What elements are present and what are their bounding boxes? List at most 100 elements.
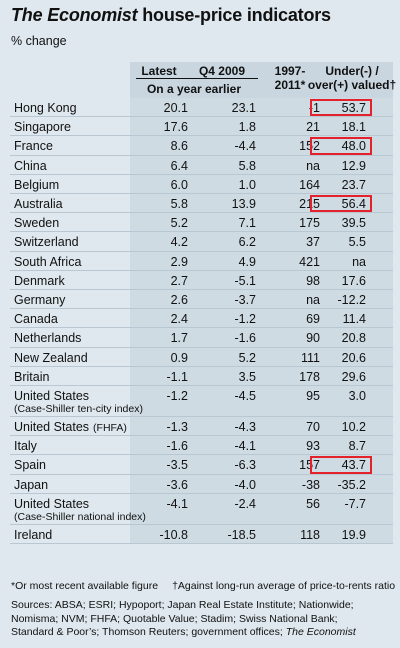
header-q4-2009: Q4 2009 (198, 64, 246, 78)
row-separator (10, 327, 393, 329)
row-separator (10, 385, 393, 386)
table-row: Italy -1.6 -4.1 93 8.7 (10, 436, 393, 455)
table-row: Japan -3.6 -4.0 -38 -35.2 (10, 475, 393, 494)
valuation-value: 19.9 (341, 527, 366, 542)
row-separator (10, 543, 393, 544)
row-separator (10, 231, 393, 233)
country-label: New Zealand (14, 351, 88, 365)
country-label: Italy (14, 439, 37, 453)
country-label: Switzerland (14, 235, 79, 249)
valuation-value: 11.4 (342, 312, 366, 327)
country-name: Italy (14, 439, 37, 454)
table-row: Singapore 17.6 1.8 21 18.1 (10, 117, 393, 136)
row-separator (10, 135, 393, 137)
latest-value: 5.2 (170, 216, 188, 231)
chart-subtitle: % change (11, 34, 67, 48)
valuation-value: 8.7 (348, 439, 366, 454)
country-name: Hong Kong (14, 101, 77, 115)
country-name: United States (14, 420, 90, 434)
valuation-value: 29.6 (341, 369, 366, 384)
latest-value: -1.3 (166, 420, 188, 434)
q4-2009-value: -2.4 (234, 496, 256, 511)
header-band (130, 62, 393, 98)
country-label: Canada (14, 312, 58, 326)
table-row: Spain -3.5 -6.3 157 43.7 (10, 455, 393, 474)
row-separator (10, 346, 393, 348)
row-separator (10, 492, 393, 494)
q4-2009-value: 23.1 (231, 101, 256, 115)
table-row: United States (FHFA) -1.3 -4.3 70 10.2 (10, 417, 393, 436)
latest-value: -1.6 (166, 439, 188, 454)
row-separator (10, 193, 393, 194)
country-name: Germany (14, 293, 66, 307)
table-row: South Africa 2.9 4.9 421 na (10, 252, 393, 271)
table-row: Denmark 2.7 -5.1 98 17.6 (10, 271, 393, 290)
country-label: Japan (14, 478, 48, 492)
country-name: Canada (14, 312, 58, 327)
header-valued: Under(-) / over(+) valued† (306, 64, 398, 92)
header-year-earlier: On a year earlier (146, 82, 242, 96)
footnote-sources: Sources: ABSA; ESRI; Hypoport; Japan Rea… (11, 599, 356, 640)
country-label: United States (Case-Shiller ten-city inde… (14, 389, 143, 415)
table-row: United States (Case-Shiller ten-city inde… (10, 386, 393, 417)
header-period: 1997- 2011* (262, 64, 318, 92)
since-1997-value: 178 (299, 369, 320, 384)
since-1997-value: 157 (299, 458, 320, 473)
q4-2009-value: -4.0 (234, 477, 256, 492)
valuation-value: -12.2 (337, 293, 367, 307)
table-row: China 6.4 5.8 na 12.9 (10, 156, 393, 175)
header-period-line1: 1997- (274, 64, 306, 78)
country-name: Sweden (14, 216, 60, 231)
row-separator (10, 289, 393, 290)
row-separator (10, 365, 393, 367)
table-row: Britain -1.1 3.5 178 29.6 (10, 367, 393, 386)
country-name: Switzerland (14, 235, 79, 250)
q4-2009-value: 13.9 (231, 197, 256, 211)
since-1997-value: 118 (300, 527, 320, 542)
table-row: Australia 5.8 13.9 215 56.4 (10, 194, 393, 213)
header-valued-line2: over(+) valued† (307, 78, 397, 92)
country-name: China (14, 158, 47, 173)
highlight-box (310, 456, 372, 474)
valuation-value: 3.0 (348, 389, 366, 403)
since-1997-value: 111 (300, 350, 320, 365)
q4-2009-value: 1.0 (238, 177, 256, 192)
country-name: United States (14, 496, 90, 511)
since-1997-value: 90 (306, 331, 320, 346)
row-separator (10, 154, 393, 156)
since-1997-value: -38 (301, 477, 320, 492)
highlight-box (310, 99, 372, 117)
q4-2009-value: -1.6 (234, 331, 256, 346)
latest-value: -1.2 (166, 389, 188, 403)
valuation-value: -7.7 (344, 496, 366, 511)
row-separator (10, 269, 393, 271)
table-row: Hong Kong 20.1 23.1 -1 53.7 (10, 98, 393, 117)
highlight-box (310, 137, 372, 155)
since-1997-value: 421 (299, 254, 320, 269)
country-name: United States (14, 389, 90, 403)
table-row: Canada 2.4 -1.2 69 11.4 (10, 309, 393, 328)
country-name: Ireland (14, 527, 53, 542)
country-label: China (14, 159, 47, 173)
valuation-value: 20.6 (341, 350, 366, 365)
table-row: Switzerland 4.2 6.2 37 5.5 (10, 232, 393, 251)
highlight-box (310, 195, 372, 213)
valuation-value: 48.0 (341, 139, 366, 154)
table-row: New Zealand 0.9 5.2 111 20.6 (10, 348, 393, 367)
latest-value: 20.1 (163, 101, 188, 115)
latest-value: 2.4 (170, 312, 188, 327)
country-name: Japan (14, 477, 49, 492)
title-italic: The Economist (11, 5, 138, 25)
country-label: Singapore (14, 120, 71, 134)
header-period-line2: 2011* (274, 78, 306, 92)
country-name: New Zealand (14, 350, 88, 365)
row-separator (10, 454, 393, 456)
country-label: Australia (14, 197, 63, 211)
since-1997-value: 164 (299, 177, 320, 192)
country-label: Spain (14, 458, 46, 472)
q4-2009-value: -18.5 (227, 527, 257, 542)
country-label: Netherlands (14, 331, 81, 345)
sources-line-3-italic: The Economist (282, 626, 356, 638)
header-valued-line1: Under(-) / (325, 64, 379, 78)
valuation-value: 17.6 (341, 273, 366, 288)
